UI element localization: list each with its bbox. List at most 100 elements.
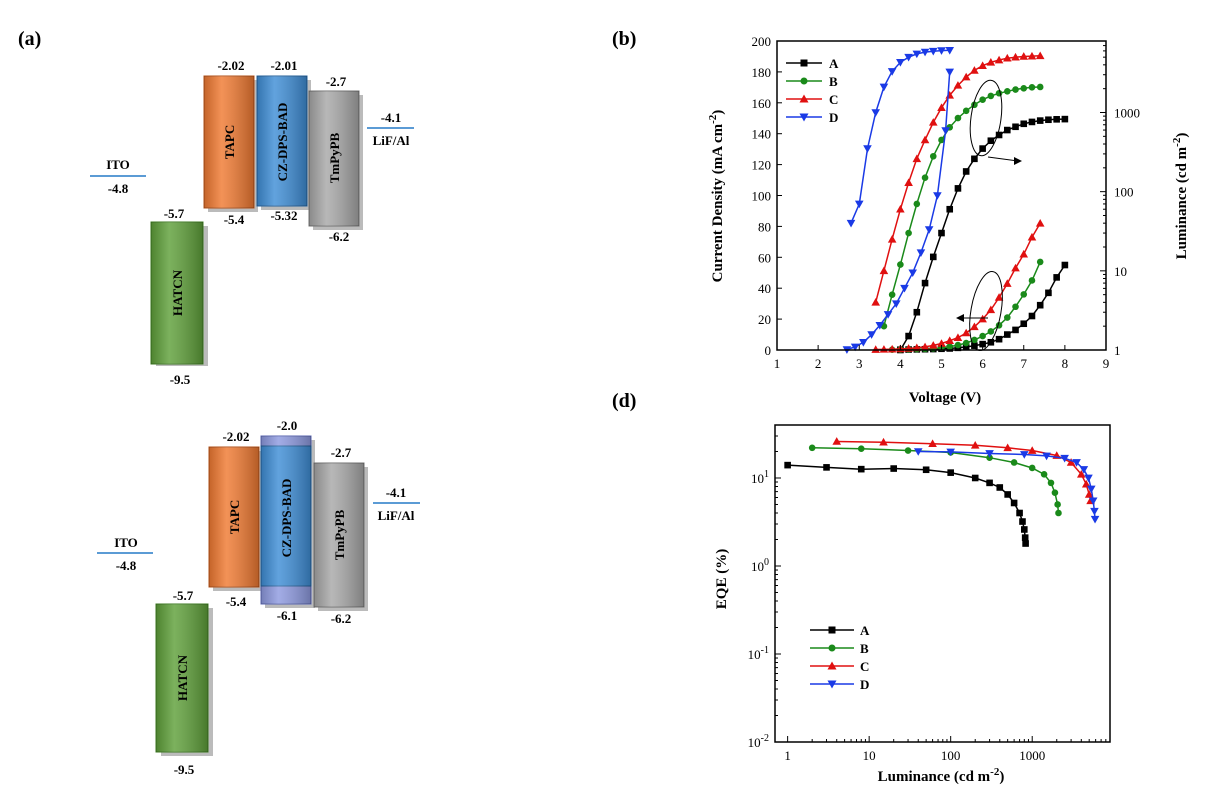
legend-label-A: A bbox=[829, 56, 839, 71]
tapc-label-2: TAPC bbox=[227, 500, 242, 534]
luminance-point-D bbox=[854, 200, 864, 209]
luminance-point-D bbox=[896, 59, 905, 67]
luminance-point-C bbox=[896, 204, 905, 213]
current-density-point-C bbox=[945, 336, 955, 345]
current-density-point-A bbox=[1012, 326, 1019, 334]
current-density-point-D bbox=[891, 300, 901, 308]
luminance-point-C bbox=[937, 103, 946, 111]
current-density-point-B bbox=[946, 343, 954, 350]
luminance-point-C bbox=[1035, 51, 1045, 60]
luminance-point-B bbox=[905, 229, 912, 237]
jvl-y2-axis-title: Luminance (cd m-2) bbox=[1171, 133, 1190, 260]
current-density-point-C bbox=[986, 305, 996, 314]
jvl-x-axis-title: Voltage (V) bbox=[909, 390, 981, 406]
eqe-line-B bbox=[812, 447, 1060, 514]
y-tick-label: 180 bbox=[752, 65, 772, 80]
eqe-point-C bbox=[928, 439, 937, 448]
luminance-point-A bbox=[962, 168, 970, 175]
luminance-point-A bbox=[1061, 115, 1069, 123]
current-density-point-D bbox=[859, 338, 868, 347]
hatcn-bottom-level-2: -9.5 bbox=[174, 762, 195, 777]
luminance-point-B bbox=[888, 291, 896, 298]
luminance-point-B bbox=[1012, 86, 1019, 93]
legend-marker-B bbox=[828, 644, 836, 652]
luminance-point-D bbox=[904, 53, 913, 62]
luminance-point-D bbox=[863, 145, 872, 153]
current-density-point-D bbox=[867, 331, 876, 339]
luminance-point-B bbox=[1004, 88, 1011, 95]
current-density-point-C bbox=[1011, 263, 1020, 272]
current-density-point-C bbox=[1035, 219, 1045, 227]
tmpypb-top-level-2: -2.7 bbox=[331, 445, 352, 460]
current-density-point-B bbox=[954, 341, 962, 349]
luminance-point-C bbox=[928, 118, 938, 126]
eqe-point-B bbox=[1054, 501, 1061, 508]
jvl-plot-frame bbox=[776, 40, 1107, 351]
luminance-point-B bbox=[979, 96, 986, 104]
x-tick-label: 9 bbox=[1103, 356, 1110, 371]
legend-label-B: B bbox=[860, 641, 869, 656]
eqe-point-B bbox=[1051, 489, 1059, 497]
luminance-point-A bbox=[938, 229, 945, 237]
luminance-point-B bbox=[987, 92, 995, 100]
current-density-point-B bbox=[1004, 314, 1011, 321]
eqe-point-A bbox=[1021, 526, 1028, 533]
jvl-chart: 1 2 3 4 5 6 7 8 9 0 20 40 60 80 100 120 140 160 180 200 1 10 1… bbox=[707, 34, 1190, 406]
luminance-point-A bbox=[913, 308, 921, 316]
eqe-point-B bbox=[1040, 471, 1048, 478]
tapc-top-level: -2.02 bbox=[217, 58, 244, 73]
y2-tick-label: 1 bbox=[1114, 343, 1121, 358]
eqe-point-A bbox=[1004, 491, 1011, 498]
y-tick-label: 10-1 bbox=[748, 645, 769, 662]
y-tick-label: 101 bbox=[751, 469, 769, 486]
x-tick-label: 8 bbox=[1062, 356, 1069, 371]
luminance-point-B bbox=[1020, 85, 1028, 92]
eqe-point-A bbox=[971, 474, 979, 482]
eqe-point-C bbox=[879, 437, 888, 446]
x-tick-label: 3 bbox=[856, 356, 863, 371]
eqe-point-A bbox=[1010, 499, 1018, 507]
luminance-point-A bbox=[905, 332, 912, 340]
current-density-point-A bbox=[1020, 320, 1028, 328]
y-tick-label: 10-2 bbox=[748, 733, 769, 750]
x-tick-label: 6 bbox=[979, 356, 986, 371]
eqe-point-A bbox=[1016, 509, 1023, 517]
current-density-point-C bbox=[1003, 279, 1012, 287]
tmpypb-bottom-level: -6.2 bbox=[329, 229, 350, 244]
current-density-point-A bbox=[962, 343, 970, 351]
y-tick-label: 80 bbox=[758, 219, 771, 234]
luminance-point-D bbox=[945, 47, 955, 55]
x-tick-label: 10 bbox=[863, 748, 876, 763]
luminance-line-D bbox=[850, 49, 950, 224]
legend-label-D: D bbox=[860, 677, 869, 692]
luminance-point-D bbox=[937, 47, 946, 55]
luminance-point-A bbox=[1028, 118, 1036, 126]
eqe-point-D bbox=[913, 448, 923, 456]
luminance-point-D bbox=[887, 68, 897, 76]
eqe-line-A bbox=[787, 464, 1027, 544]
czdps-bottom-level-2: -6.1 bbox=[277, 608, 298, 623]
eqe-point-A bbox=[947, 469, 954, 476]
eqe-point-D bbox=[946, 448, 955, 457]
eqe-point-D bbox=[1060, 454, 1069, 463]
y-tick-label: 60 bbox=[758, 250, 771, 265]
current-density-point-C bbox=[879, 345, 889, 353]
lif-level: -4.1 bbox=[381, 110, 402, 125]
luminance-point-C bbox=[920, 135, 930, 144]
luminance-point-C bbox=[1003, 53, 1012, 62]
luminance-point-C bbox=[970, 66, 979, 74]
current-density-point-D bbox=[945, 68, 955, 77]
legend-marker-B bbox=[800, 77, 808, 85]
current-density-point-B bbox=[1028, 277, 1036, 284]
eqe-point-A bbox=[1019, 518, 1026, 525]
luminance-point-C bbox=[904, 178, 913, 186]
luminance-point-A bbox=[1012, 123, 1019, 131]
tmpypb-bottom-level-2: -6.2 bbox=[331, 611, 352, 626]
current-density-point-D bbox=[900, 284, 909, 293]
current-density-point-A bbox=[1045, 289, 1052, 297]
lif-label: LiF/Al bbox=[373, 133, 410, 148]
luminance-point-B bbox=[995, 89, 1003, 97]
current-density-point-C bbox=[937, 339, 946, 347]
current-density-point-B bbox=[979, 332, 986, 340]
